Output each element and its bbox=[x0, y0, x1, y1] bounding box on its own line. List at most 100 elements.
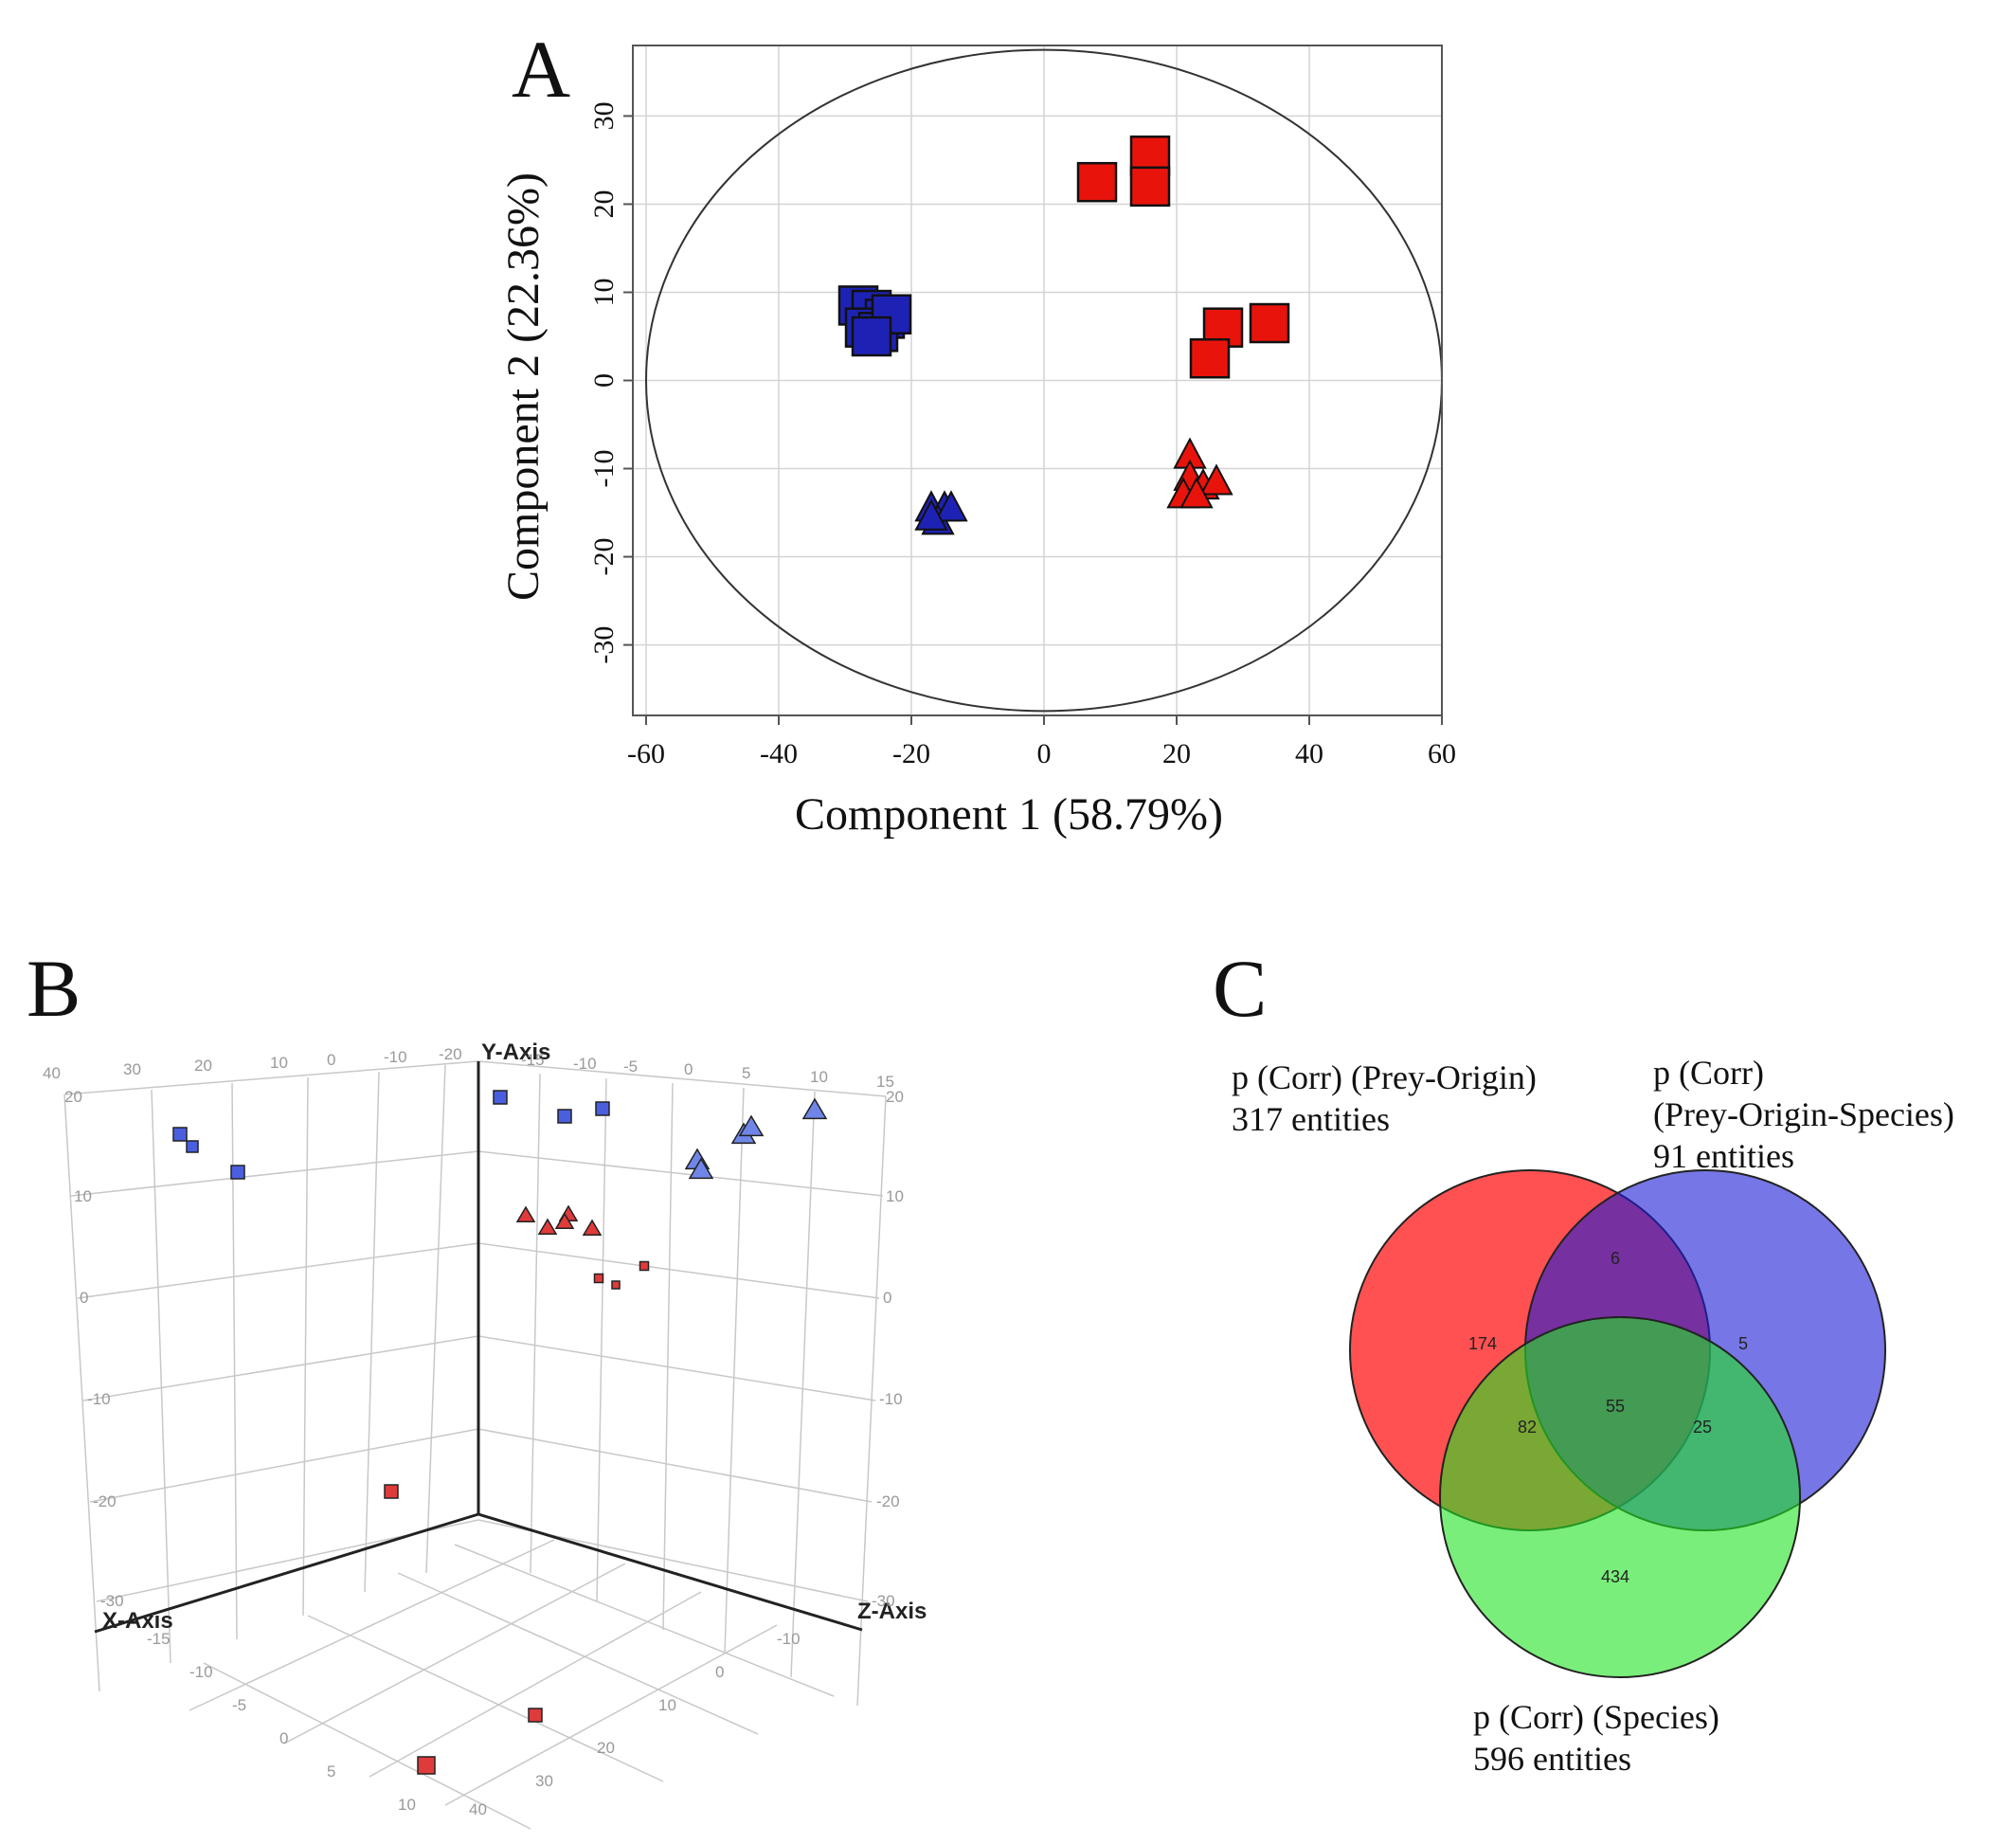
tick-label-floor-z: -10 bbox=[777, 1630, 801, 1648]
venn-circle-prey-origin-species bbox=[1524, 1169, 1886, 1531]
y-tick-label: -30 bbox=[588, 626, 620, 664]
tick-label-right-top: 10 bbox=[810, 1068, 828, 1086]
tick-label-left-top: 20 bbox=[194, 1057, 212, 1075]
y-tick-label: -10 bbox=[588, 450, 620, 488]
data-point-3d-triangle bbox=[537, 1218, 558, 1236]
data-point-3d-square bbox=[493, 1090, 508, 1105]
tick-label-right-top: 15 bbox=[876, 1073, 894, 1091]
tick-label-floor-z: 10 bbox=[658, 1696, 676, 1714]
data-point-3d-square bbox=[557, 1109, 572, 1124]
data-point-3d-square bbox=[528, 1708, 543, 1723]
tick-label-left-y: -10 bbox=[87, 1390, 111, 1408]
data-point-3d-triangle bbox=[801, 1097, 828, 1120]
tick-label-left-y: -20 bbox=[93, 1492, 117, 1510]
tick-label-floor-x: 10 bbox=[398, 1796, 416, 1814]
data-point-3d-square bbox=[595, 1101, 610, 1116]
data-point-3d-triangle bbox=[738, 1114, 765, 1137]
x-tick-label: 60 bbox=[1428, 738, 1456, 769]
venn-region-red-blue: 6 bbox=[1611, 1249, 1620, 1268]
data-point-3d-square bbox=[172, 1127, 188, 1142]
tick-label-left-top: -20 bbox=[439, 1045, 462, 1063]
data-point-square bbox=[1129, 166, 1171, 208]
venn-region-blue-only: 5 bbox=[1738, 1334, 1748, 1353]
y-tick-label: 10 bbox=[588, 278, 620, 306]
scatter-3d-points bbox=[172, 1090, 828, 1775]
venn-region-green-only: 434 bbox=[1601, 1567, 1629, 1586]
venn-region-all: 55 bbox=[1606, 1397, 1625, 1416]
tick-label-left-y: 10 bbox=[74, 1187, 92, 1205]
tick-label-right-y: -10 bbox=[879, 1390, 903, 1408]
venn-circle-species bbox=[1439, 1316, 1801, 1678]
axis-ticks: -60 -40 -20 0 20 40 60 -30 -20 -10 0 10 20 30 bbox=[588, 101, 1456, 769]
tick-label-floor-z: 30 bbox=[535, 1772, 553, 1790]
y-axis-label: Component 2 (22.36%) bbox=[498, 172, 549, 601]
axis-ticks-3d: 40 30 20 10 0 -10 -20 -15 -10 -5 0 5 10 1520100-10-20… bbox=[43, 1045, 904, 1818]
x-axis-label: Component 1 (58.79%) bbox=[795, 789, 1223, 840]
venn-label-prey-origin: p (Corr) (Prey-Origin) 317 entities bbox=[1232, 1058, 1537, 1138]
venn-region-red-only: 174 bbox=[1468, 1334, 1497, 1353]
x-tick-label: -60 bbox=[627, 738, 665, 769]
pca-grid bbox=[633, 45, 1443, 715]
panel-letter-b: B bbox=[27, 943, 81, 1034]
tick-label-right-top: -10 bbox=[573, 1055, 597, 1073]
pca-scatter-chart: -60 -40 -20 0 20 40 60 -30 -20 -10 0 10 20 30 Compone… bbox=[498, 45, 1456, 840]
x-axis-title: X-Axis bbox=[102, 1608, 173, 1634]
y-axis-title: Y-Axis bbox=[481, 1040, 550, 1065]
data-point-3d-triangle bbox=[730, 1122, 757, 1145]
x-tick-label: 40 bbox=[1295, 738, 1323, 769]
venn-label-species: p (Corr) (Species) 596 entities bbox=[1473, 1698, 1719, 1778]
tick-label-left-top: 0 bbox=[327, 1051, 335, 1069]
y-tick-label: 0 bbox=[588, 373, 620, 388]
y-tick-label: 20 bbox=[588, 190, 620, 218]
data-point-square bbox=[1189, 337, 1231, 379]
data-point-square bbox=[851, 316, 892, 357]
tick-label-floor-z: 0 bbox=[715, 1663, 724, 1681]
venn-circle-prey-origin bbox=[1349, 1169, 1711, 1531]
tick-label-floor-z: 20 bbox=[597, 1739, 615, 1757]
tick-label-left-y: 20 bbox=[64, 1088, 82, 1106]
x-tick-label: -20 bbox=[892, 738, 930, 769]
tick-label-floor-x: -15 bbox=[147, 1630, 171, 1648]
axes-3d bbox=[94, 1061, 863, 1634]
data-point-square bbox=[1076, 161, 1118, 203]
z-axis-title: Z-Axis bbox=[857, 1599, 927, 1624]
tick-label-right-top: 0 bbox=[684, 1060, 693, 1078]
tick-label-floor-z: 40 bbox=[469, 1800, 487, 1818]
data-point-3d-triangle bbox=[684, 1148, 711, 1170]
tick-label-floor-x: 0 bbox=[279, 1729, 288, 1747]
x-tick-label: -40 bbox=[760, 738, 798, 769]
tick-label-floor-x: -10 bbox=[189, 1663, 213, 1681]
tick-label-floor-x: 5 bbox=[327, 1763, 335, 1781]
data-point-square bbox=[1249, 302, 1290, 344]
y-tick-label: -20 bbox=[588, 538, 620, 576]
y-tick-label: 30 bbox=[588, 101, 620, 130]
data-point-triangle bbox=[934, 490, 968, 522]
data-point-3d-triangle bbox=[558, 1204, 579, 1222]
data-point-triangle bbox=[1199, 463, 1233, 496]
tick-label-left-y: 0 bbox=[80, 1289, 88, 1307]
tick-label-floor-x: -5 bbox=[232, 1696, 246, 1714]
data-point-3d-triangle bbox=[582, 1219, 603, 1237]
data-point-3d-square bbox=[384, 1484, 399, 1499]
tick-label-left-top: 10 bbox=[270, 1054, 288, 1072]
venn-region-blue-green: 25 bbox=[1693, 1418, 1712, 1437]
tick-label-right-y: 0 bbox=[883, 1289, 891, 1307]
data-point-3d-triangle bbox=[515, 1205, 536, 1223]
tick-label-left-y: -30 bbox=[100, 1592, 124, 1610]
data-point-3d-square bbox=[186, 1140, 199, 1153]
venn-label-prey-origin-species: p (Corr) (Prey-Origin-Species) 91 entiti… bbox=[1653, 1054, 1954, 1175]
tick-label-left-top: 30 bbox=[123, 1060, 141, 1078]
scatter-points bbox=[837, 136, 1290, 535]
data-point-3d-square bbox=[593, 1273, 604, 1284]
panel-letter-c: C bbox=[1213, 943, 1268, 1034]
tick-label-right-y: 10 bbox=[886, 1187, 904, 1205]
tick-label-left-top: 40 bbox=[43, 1064, 61, 1082]
panel-letter-a: A bbox=[512, 24, 571, 115]
venn-region-red-green: 82 bbox=[1518, 1418, 1537, 1437]
tick-label-right-top: 5 bbox=[742, 1064, 750, 1082]
grid-3d bbox=[63, 1060, 887, 1830]
tick-label-right-y: -20 bbox=[876, 1492, 900, 1510]
tick-label-right-y: 20 bbox=[886, 1088, 904, 1106]
data-point-3d-square bbox=[230, 1165, 245, 1180]
data-point-3d-square bbox=[639, 1260, 650, 1272]
